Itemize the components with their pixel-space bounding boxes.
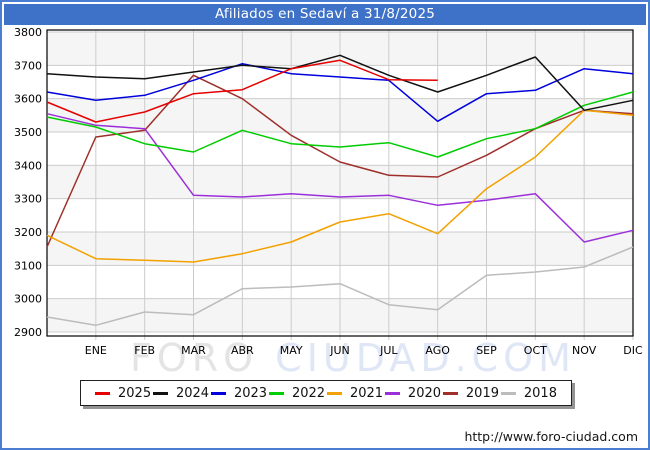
x-axis-label: NOV <box>572 344 597 357</box>
x-axis-label: SEP <box>476 344 497 357</box>
y-axis-label: 3800 <box>14 26 42 39</box>
series-line-2025 <box>46 59 438 123</box>
legend-swatch <box>152 391 168 395</box>
legend-label: 2018 <box>523 385 557 401</box>
legend-item-2024: 2024 <box>152 385 210 401</box>
x-axis-label: AGO <box>425 344 450 357</box>
legend-item-2019: 2019 <box>442 385 499 401</box>
page-title: Afiliados en Sedaví a 31/8/2025 <box>214 6 436 22</box>
series-line-2020 <box>46 112 634 243</box>
plot-border <box>46 29 634 337</box>
y-axis-label: 3200 <box>14 226 42 239</box>
x-axis-label: JUN <box>329 344 350 357</box>
legend-item-2021: 2021 <box>326 385 384 401</box>
legend-label: 2020 <box>407 385 442 401</box>
series-line-2022 <box>46 91 634 158</box>
x-axis-label: JUL <box>379 344 398 357</box>
y-axis-label: 3400 <box>14 159 42 172</box>
series-line-2021 <box>46 109 634 263</box>
watermark: FORO CIUDAD.COM <box>130 336 576 380</box>
x-axis-label: MAY <box>280 344 303 357</box>
y-axis-label: 3000 <box>14 293 42 306</box>
legend-swatch <box>210 391 226 395</box>
legend-label: 2023 <box>233 385 268 401</box>
x-axis-label: DIC <box>623 344 643 357</box>
legend-label: 2019 <box>465 385 499 401</box>
title-bar: Afiliados en Sedaví a 31/8/2025 <box>4 4 646 25</box>
legend-swatch <box>442 391 458 395</box>
x-axis-label: ENE <box>85 344 107 357</box>
legend-label: 2024 <box>175 385 210 401</box>
legend-swatch <box>268 391 284 395</box>
series-line-2023 <box>46 62 634 123</box>
legend-item-2023: 2023 <box>210 385 268 401</box>
legend-swatch <box>384 391 400 395</box>
legend-item-2025: 2025 <box>95 386 151 401</box>
legend-item-2018: 2018 <box>500 385 557 401</box>
x-axis-label: FEB <box>134 344 155 357</box>
y-axis-label: 3700 <box>14 59 42 72</box>
x-axis-label: ABR <box>231 344 254 357</box>
series-line-2024 <box>46 54 634 112</box>
series-line-2018 <box>46 246 634 327</box>
y-axis-label: 3600 <box>14 93 42 106</box>
y-axis-label: 2900 <box>14 326 42 339</box>
x-axis-label: MAR <box>181 344 206 357</box>
y-axis-label: 3300 <box>14 193 42 206</box>
legend: 2025 2024 2023 2022 2021 2020 2019 2018 <box>80 380 572 406</box>
legend-label: 2021 <box>349 385 384 401</box>
legend-swatch <box>95 391 110 395</box>
legend-label: 2022 <box>291 385 326 401</box>
legend-swatch <box>326 391 342 395</box>
footer-url: http://www.foro-ciudad.com <box>464 429 638 444</box>
legend-item-2020: 2020 <box>384 385 442 401</box>
legend-label: 2025 <box>118 385 152 401</box>
x-axis-label: OCT <box>524 344 547 357</box>
legend-item-2022: 2022 <box>268 385 326 401</box>
legend-swatch <box>500 391 516 395</box>
y-axis-label: 3500 <box>14 126 42 139</box>
y-axis-label: 3100 <box>14 259 42 272</box>
